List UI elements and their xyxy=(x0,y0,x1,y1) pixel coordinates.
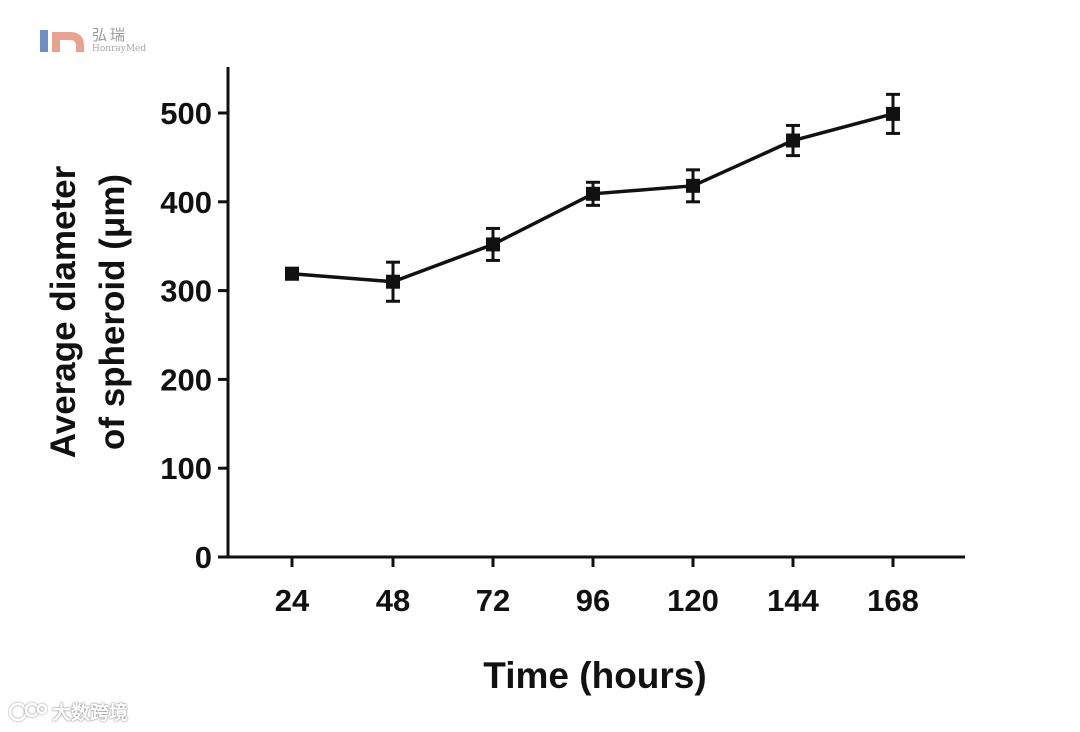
y-axis-label-line1: Average diameter xyxy=(44,165,83,458)
y-tick-label: 0 xyxy=(195,540,212,575)
x-tick-label: 168 xyxy=(867,583,919,618)
data-point-marker xyxy=(886,106,900,121)
honraymed-logo-icon xyxy=(40,30,84,52)
x-axis-label: Time (hours) xyxy=(483,655,706,696)
y-tick-label: 100 xyxy=(160,451,212,486)
y-tick-label: 200 xyxy=(160,362,212,397)
chat-bubble-icon xyxy=(8,702,48,721)
watermark-text: 大数跨境 xyxy=(52,702,129,724)
brand-name-en: HonrayMed xyxy=(92,44,147,54)
data-point-marker xyxy=(285,266,299,281)
honraymed-logo: 弘瑞 HonrayMed xyxy=(40,28,146,54)
data-point-marker xyxy=(386,274,400,289)
data-point-marker xyxy=(486,237,500,252)
y-axis-label-line2: of spheroid (μm) xyxy=(93,174,132,450)
x-tick-label: 120 xyxy=(667,583,719,618)
chart-axes xyxy=(226,67,965,559)
x-tick-label: 72 xyxy=(476,583,510,618)
data-point-marker xyxy=(686,178,700,193)
x-tick-label: 48 xyxy=(376,583,410,618)
data-point-marker xyxy=(786,133,800,148)
chart-series xyxy=(285,92,900,303)
x-tick-label: 96 xyxy=(576,583,610,618)
brand-name-cn: 弘瑞 xyxy=(92,26,129,44)
x-tick-label: 144 xyxy=(767,583,819,618)
y-tick-label: 500 xyxy=(160,96,212,131)
watermark-bottom: 大数跨境 xyxy=(8,698,128,725)
x-tick-label: 24 xyxy=(275,583,310,618)
data-point-marker xyxy=(586,186,600,201)
y-tick-label: 300 xyxy=(160,274,212,309)
chart-ticks: 0 100 200 300 400 500 24 48 72 96 120 144 168 xyxy=(160,96,919,618)
y-tick-label: 400 xyxy=(160,185,212,220)
